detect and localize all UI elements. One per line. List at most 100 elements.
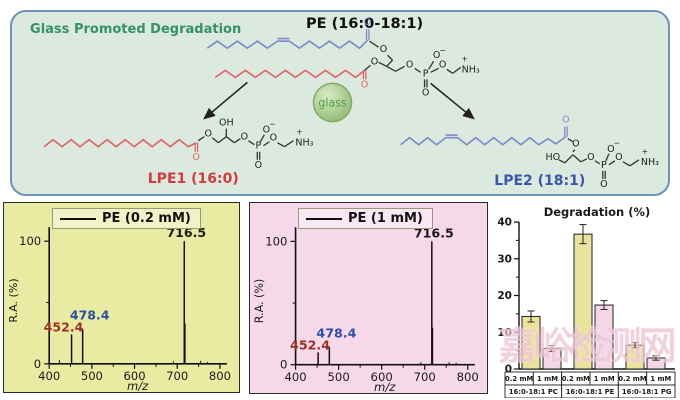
phosphorus-atom: P	[601, 160, 607, 171]
phosphorus-atom: P	[256, 141, 262, 152]
bar	[594, 304, 614, 370]
x-tick-label: 800	[457, 370, 479, 384]
oxygen-atom: O	[263, 125, 270, 136]
oxygen-atom: O	[422, 87, 429, 98]
x-axis-label: m/z	[127, 379, 149, 392]
x-tick-label: 500	[328, 370, 350, 384]
oxygen-atom: O	[562, 115, 569, 126]
bar	[521, 315, 541, 370]
ammonium-group: NH₃	[462, 64, 480, 75]
plus-charge: +	[462, 54, 468, 63]
lpe1-label: LPE1 (16:0)	[148, 171, 239, 187]
legend-1mM: PE (1 mM)	[298, 208, 433, 229]
oxygen-atom: O	[361, 79, 368, 90]
oxygen-atom: O	[364, 17, 371, 28]
oxygen-atom: O	[371, 56, 378, 67]
group-label: 16:0-18:1 PE	[566, 388, 615, 396]
legend-line	[306, 217, 342, 220]
legend-0-2mM: PE (0.2 mM)	[52, 208, 201, 229]
minus-charge: −	[269, 120, 275, 129]
pe-structure: O O O O O P O −	[206, 17, 480, 98]
oxygen-atom: O	[380, 44, 387, 55]
lpe1-structure: O O OH O P O − O O	[43, 118, 314, 171]
y-tick-label: 100	[19, 234, 41, 248]
glass-sphere	[312, 82, 353, 123]
ammonium-group: NH₃	[641, 157, 659, 168]
pe-oleoyl-chain	[206, 39, 369, 50]
x-tick-label: 600	[124, 369, 146, 383]
spectrum-panel-1mM: PE (1 mM) 400 500 600 700 800 0 100 R.A. (%) m/z…	[249, 202, 488, 394]
glass-label: glass	[318, 96, 346, 109]
oxygen-atom: O	[587, 152, 594, 163]
y-tick-label: 0	[280, 358, 287, 372]
group-cell	[617, 384, 676, 398]
y-tick-label: 0	[34, 357, 41, 371]
conc-label: 1 mM	[594, 375, 615, 383]
y-tick-label: 0	[505, 364, 512, 376]
x-tick-label: 800	[209, 369, 231, 383]
oxygen-atom: O	[270, 133, 277, 144]
x-tick-label: 400	[38, 369, 60, 383]
x-tick-label: 400	[284, 370, 306, 384]
oxygen-atom: O	[600, 179, 607, 190]
lpe1-chain	[43, 138, 197, 148]
y-tick-label: 10	[497, 327, 512, 339]
peak-label: 478.4	[316, 325, 356, 340]
oxygen-atom: O	[615, 152, 622, 163]
x-tick-label: 600	[371, 370, 393, 384]
oxygen-atom: O	[205, 129, 212, 140]
spectrum-panel-0-2mM: PE (0.2 mM) 400 500 600 700 800 0 100 R.A. (%) m…	[3, 202, 240, 393]
peak-label: 716.5	[414, 225, 454, 240]
lpe2-label: LPE2 (18:1)	[494, 173, 585, 189]
legend-label: PE (1 mM)	[348, 211, 423, 226]
pe-title: PE (16:0-18:1)	[306, 15, 423, 32]
bar	[573, 233, 593, 370]
lpe2-structure: O O HO O P O − O O	[400, 115, 659, 190]
spectrum-plot-1mM: 400 500 600 700 800 0 100 R.A. (%) m/z 452.4478.4…	[253, 225, 479, 393]
y-tick-label: 30	[497, 253, 512, 265]
chart-title: Degradation (%)	[544, 205, 651, 219]
scheme-drawing: Glass Promoted Degradation PE (16:0-18:1…	[30, 15, 659, 190]
peak-label: 478.4	[70, 307, 110, 322]
x-axis-label: m/z	[374, 380, 396, 393]
scheme-title: Glass Promoted Degradation	[30, 22, 241, 37]
x-tick-label: 700	[414, 370, 436, 384]
legend-label: PE (0.2 mM)	[102, 211, 191, 226]
plus-charge: +	[642, 147, 648, 156]
oxygen-atom: O	[607, 144, 614, 155]
spectrum-plot-0-2mM: 400 500 600 700 800 0 100 R.A. (%) m/z 452.4478.4…	[7, 225, 231, 392]
oxygen-atom: O	[433, 50, 440, 61]
lpe2-chain	[400, 136, 567, 146]
hydroxyl-group: OH	[219, 118, 234, 129]
ammonium-group: NH₃	[295, 138, 313, 149]
bar-chart-plot: Degradation (%) 0 10 20 30 40 0.2 mM 1 mM 0.2 mM…	[497, 205, 676, 398]
conc-label: 1 mM	[650, 375, 671, 383]
oxygen-atom: O	[406, 59, 413, 70]
y-axis-label: R.A. (%)	[7, 278, 20, 322]
y-tick-label: 20	[497, 290, 512, 302]
conc-label: 1 mM	[537, 375, 558, 383]
peak-label: 452.4	[44, 319, 84, 334]
plus-charge: +	[296, 128, 302, 137]
oxygen-atom: O	[572, 139, 579, 150]
oxygen-atom: O	[193, 152, 200, 163]
conc-label: 0.2 mM	[562, 375, 590, 383]
conc-label: 0.2 mM	[505, 375, 533, 383]
pe-palmitoyl-chain	[214, 69, 366, 79]
scheme-panel: Glass Promoted Degradation PE (16:0-18:1…	[10, 10, 670, 196]
y-axis-label: R.A. (%)	[253, 279, 266, 323]
bar	[625, 344, 645, 370]
minus-charge: −	[614, 139, 620, 148]
group-label: 16:0-18:1 PC	[509, 388, 558, 396]
oxygen-atom: O	[439, 59, 446, 70]
y-tick-label: 40	[497, 217, 512, 229]
hydroxyl-group: HO	[546, 152, 561, 163]
oxygen-atom: O	[255, 160, 262, 171]
group-label: 16:0-18:1 PG	[622, 388, 672, 396]
bar-chart-panel: Degradation (%) 0 10 20 30 40 0.2 mM 1 mM 0.2 mM…	[492, 202, 680, 398]
phosphorus-atom: P	[423, 68, 429, 79]
oxygen-atom: O	[241, 132, 248, 143]
minus-charge: −	[440, 46, 446, 55]
x-tick-label: 700	[166, 369, 188, 383]
